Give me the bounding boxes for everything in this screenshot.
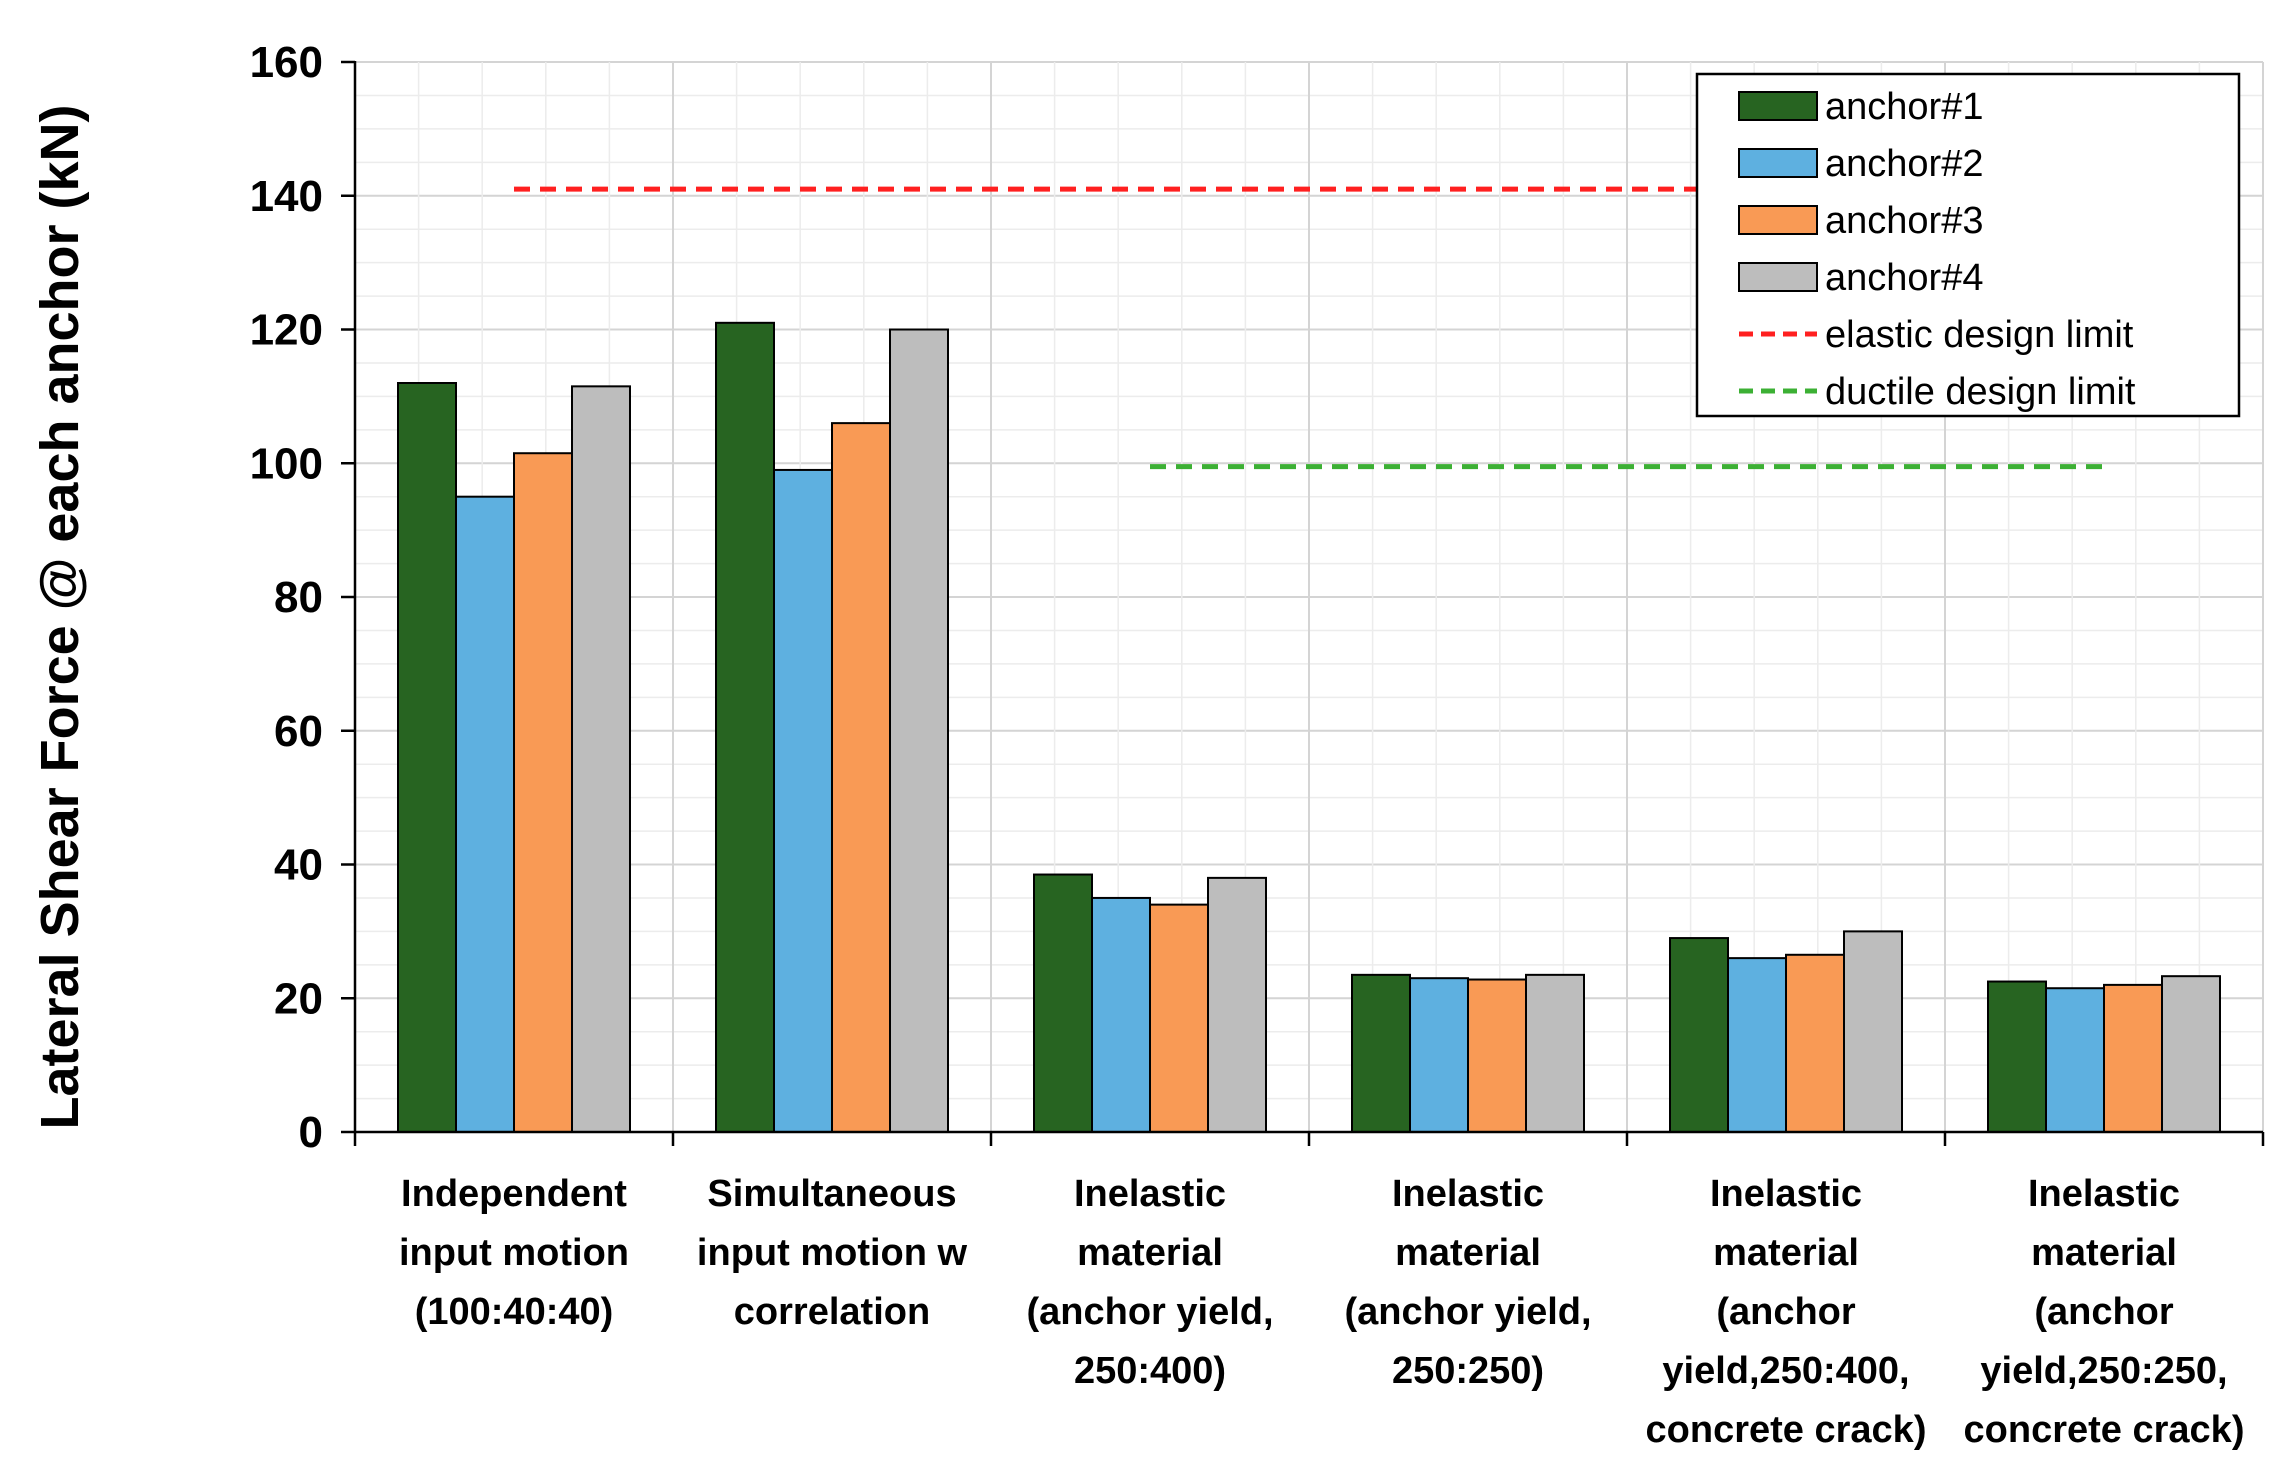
bar-anchor3-cat4	[1467, 978, 1527, 1134]
legend-label: anchor#3	[1825, 200, 1983, 242]
bar-anchor1-cat3	[1033, 873, 1093, 1133]
y-tick-label: 120	[250, 306, 323, 355]
y-tick-label: 0	[299, 1108, 323, 1157]
y-tick-labels: 0 20 40 60 80 100 120 140 160	[250, 38, 323, 1157]
y-tick-label: 100	[250, 439, 323, 488]
bar-anchor4-cat2	[889, 328, 949, 1133]
legend-swatch	[1738, 91, 1818, 121]
bar-anchor2-cat4	[1409, 977, 1469, 1133]
bar-anchor4-cat3	[1207, 876, 1267, 1133]
reference-lines	[514, 186, 2104, 470]
legend-swatch	[1738, 262, 1818, 292]
bar-anchor3-cat6	[2103, 983, 2163, 1133]
legend-label: anchor#4	[1825, 257, 1983, 299]
bar-anchor4-cat5	[1843, 930, 1903, 1133]
x-category-labels: Independent input motion (100:40:40) Simult…	[399, 1173, 2244, 1451]
bar-anchor1-cat1	[397, 382, 457, 1133]
legend-box	[1695, 72, 2241, 418]
bars	[397, 321, 2221, 1134]
x-category-label: Inelastic material (anchor yield, 250:400)	[1026, 1173, 1273, 1392]
y-axis-title: Lateral Shear Force @ each anchor (kN)	[30, 105, 90, 1130]
bar-anchor2-cat1	[455, 495, 515, 1133]
y-tick-label: 80	[274, 573, 323, 622]
bar-anchor1-cat6	[1987, 980, 2047, 1133]
bar-anchor1-cat4	[1351, 973, 1411, 1133]
bar-anchor4-cat1	[571, 385, 631, 1133]
x-category-label: Independent input motion (100:40:40)	[399, 1173, 629, 1333]
axes	[341, 60, 2265, 1146]
bar-anchor2-cat2	[773, 468, 833, 1133]
y-tick-label: 140	[250, 172, 323, 221]
legend-label: anchor#1	[1825, 86, 1983, 128]
x-category-label: Inelastic material (anchor yield, 250:250)	[1344, 1173, 1591, 1392]
bar-anchor3-cat2	[831, 422, 891, 1133]
bar-anchor3-cat3	[1149, 903, 1209, 1133]
legend-label: anchor#2	[1825, 143, 1983, 185]
bar-anchor1-cat2	[715, 321, 775, 1133]
y-tick-label: 20	[274, 974, 323, 1023]
bar-anchor1-cat5	[1669, 937, 1729, 1133]
bar-anchor3-cat1	[513, 452, 573, 1133]
legend-swatch	[1738, 205, 1818, 235]
legend-label: ductile design limit	[1825, 371, 2136, 413]
bar-anchor4-cat4	[1525, 973, 1585, 1133]
bar-anchor2-cat5	[1727, 957, 1787, 1133]
y-tick-label: 40	[274, 841, 323, 890]
x-category-label: Inelastic material (anchor yield,250:400, co…	[1646, 1173, 1927, 1451]
bar-anchor3-cat5	[1785, 953, 1845, 1133]
x-category-label: Inelastic material (anchor yield,250:250, co…	[1964, 1173, 2245, 1451]
legend-label: elastic design limit	[1825, 314, 2134, 356]
y-tick-label: 60	[274, 707, 323, 756]
legend: anchor#1 anchor#2 anchor#3 anchor#4 elastic …	[1695, 72, 2241, 418]
legend-swatch	[1738, 148, 1818, 178]
y-tick-label: 160	[250, 38, 323, 87]
bar-anchor4-cat6	[2161, 975, 2221, 1134]
bar-anchor2-cat3	[1091, 896, 1151, 1133]
bar-anchor2-cat6	[2045, 987, 2105, 1133]
x-category-label: Simultaneous input motion w correlation	[697, 1173, 968, 1333]
